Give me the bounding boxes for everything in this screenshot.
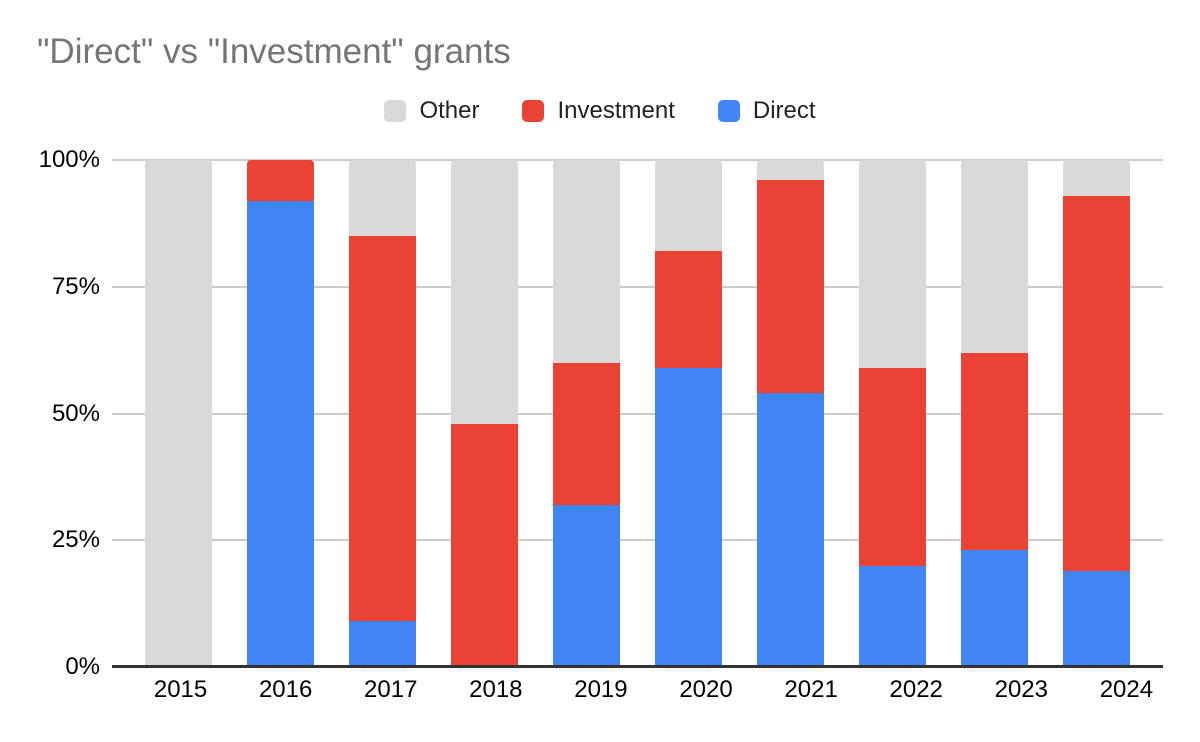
bar-segment-investment-2022 xyxy=(858,367,926,566)
bar-segment-direct-2016 xyxy=(247,200,315,667)
x-axis-label-2015: 2015 xyxy=(153,676,208,703)
bar-slot-2018 xyxy=(434,160,536,667)
x-axis-label-2021: 2021 xyxy=(784,676,838,703)
bar-segment-investment-2021 xyxy=(756,180,824,394)
y-tick-label: 25% xyxy=(51,526,100,554)
bar-segment-direct-2021 xyxy=(756,393,824,667)
chart-title: "Direct" vs "Investment" grants xyxy=(37,32,511,71)
y-axis: 0% 25% 50% 75% 100% xyxy=(0,146,100,680)
bar-slot-2020 xyxy=(638,160,740,667)
bar-2017 xyxy=(349,160,417,667)
bar-segment-other-2017 xyxy=(349,160,417,237)
legend: Other Investment Direct xyxy=(0,97,1200,125)
legend-label: Investment xyxy=(557,97,675,124)
bar-segment-other-2024 xyxy=(1062,160,1130,196)
bar-segment-investment-2017 xyxy=(349,236,417,622)
bar-segment-direct-2019 xyxy=(553,504,621,667)
legend-swatch-investment-icon xyxy=(522,100,545,122)
bar-2022 xyxy=(858,160,926,667)
bar-2015 xyxy=(145,160,213,667)
x-axis-label-2020: 2020 xyxy=(679,676,733,703)
plot-area xyxy=(112,159,1163,668)
legend-label: Direct xyxy=(752,97,816,124)
bar-2020 xyxy=(654,160,722,667)
x-axis-label-2023: 2023 xyxy=(994,676,1048,703)
bar-segment-other-2015 xyxy=(145,160,213,667)
bar-segment-other-2023 xyxy=(960,160,1028,353)
gridline-25 xyxy=(112,539,1163,542)
bar-segment-other-2018 xyxy=(451,160,519,424)
bar-slot-2016 xyxy=(230,160,332,667)
x-axis-label-2018: 2018 xyxy=(469,676,523,703)
bar-segment-investment-2023 xyxy=(960,352,1028,551)
bar-slot-2022 xyxy=(841,160,943,667)
bar-2024 xyxy=(1062,160,1130,667)
y-tick-label: 100% xyxy=(38,146,100,173)
gridline-50 xyxy=(112,412,1163,415)
x-axis: 2015 2016 2017 2018 2019 2020 2021 2022 2023 2024 xyxy=(112,676,1195,704)
bar-segment-other-2020 xyxy=(654,160,722,252)
bar-2023 xyxy=(960,160,1028,667)
bar-slot-2019 xyxy=(536,160,638,667)
bar-segment-investment-2019 xyxy=(553,362,621,505)
bar-segment-investment-2024 xyxy=(1062,195,1130,571)
bar-segment-investment-2016 xyxy=(247,160,315,201)
x-axis-label-2016: 2016 xyxy=(258,676,313,703)
legend-label: Other xyxy=(419,97,480,124)
x-axis-label-2022: 2022 xyxy=(889,676,943,703)
bar-segment-other-2021 xyxy=(756,160,824,181)
bar-segment-other-2022 xyxy=(858,160,926,368)
x-axis-label-2024: 2024 xyxy=(1099,676,1154,703)
y-tick-label: 0% xyxy=(65,653,100,680)
bar-slot-2021 xyxy=(739,160,841,667)
y-tick-label: 50% xyxy=(51,399,100,427)
gridline-100 xyxy=(112,159,1163,161)
x-axis-line xyxy=(112,665,1163,668)
bar-segment-direct-2020 xyxy=(654,367,722,667)
bar-segment-direct-2017 xyxy=(349,621,417,667)
bar-segment-investment-2020 xyxy=(654,251,722,368)
y-tick-label: 75% xyxy=(51,272,100,300)
bar-segment-direct-2024 xyxy=(1062,570,1130,667)
legend-item-direct: Direct xyxy=(717,97,816,125)
legend-item-investment: Investment xyxy=(522,97,675,125)
bar-slot-2023 xyxy=(943,160,1045,667)
x-axis-label-2017: 2017 xyxy=(364,676,418,703)
bar-2021 xyxy=(756,160,824,667)
bar-slot-2017 xyxy=(332,160,434,667)
legend-item-other: Other xyxy=(384,97,479,125)
x-axis-label-2019: 2019 xyxy=(574,676,628,703)
bar-2019 xyxy=(553,160,621,667)
bar-segment-investment-2018 xyxy=(451,423,519,667)
gridline-75 xyxy=(112,285,1163,288)
bar-slot-2015 xyxy=(128,160,230,667)
bar-segment-direct-2023 xyxy=(960,550,1028,667)
bar-slot-2024 xyxy=(1045,160,1147,667)
bar-2018 xyxy=(451,160,519,667)
bars-container xyxy=(112,160,1163,667)
bar-2016 xyxy=(247,160,315,667)
legend-swatch-direct-icon xyxy=(717,100,740,122)
bar-segment-direct-2022 xyxy=(858,565,926,667)
bar-segment-other-2019 xyxy=(553,160,621,363)
legend-swatch-other-icon xyxy=(384,100,407,122)
